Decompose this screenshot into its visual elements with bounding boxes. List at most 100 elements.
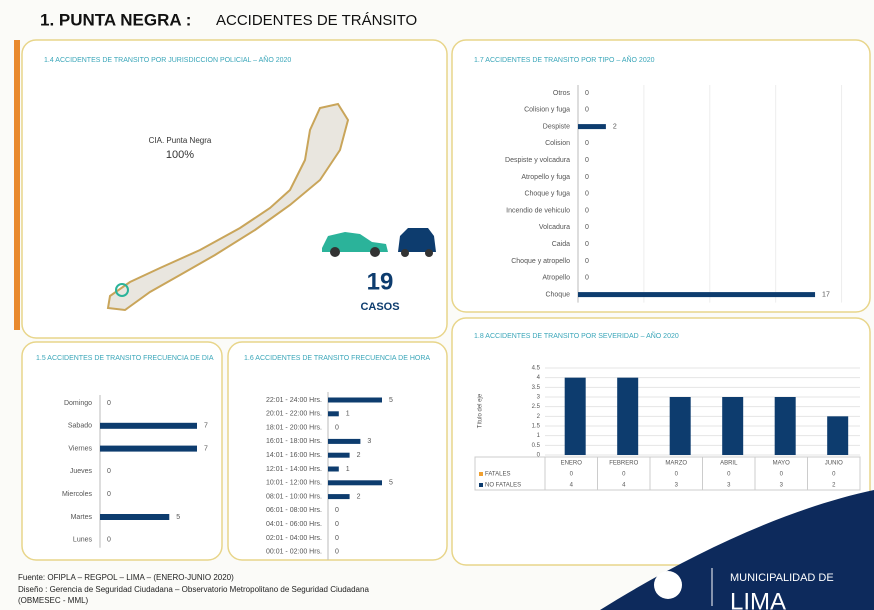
- bar: [100, 422, 197, 429]
- value-label: 7: [204, 445, 208, 452]
- chart-title: 1.5 ACCIDENTES DE TRANSITO FRECUENCIA DE…: [36, 355, 214, 362]
- value-label: 0: [335, 521, 339, 528]
- value-label: 0: [585, 140, 589, 147]
- category-label: Colision y fuga: [524, 107, 570, 114]
- legend-label: NO FATALES: [485, 483, 521, 489]
- y-tick-label: 4.5: [532, 366, 541, 372]
- bar: [328, 452, 350, 458]
- value-label: 0: [335, 424, 339, 431]
- bar: [774, 397, 796, 455]
- value-label: 0: [107, 537, 111, 544]
- category-label: Choque y atropello: [511, 258, 570, 265]
- category-label: Choque: [545, 291, 570, 298]
- category-label: Atropello y fuga: [521, 174, 570, 181]
- value-label: 3: [367, 438, 371, 445]
- y-tick-label: 4: [537, 375, 541, 381]
- category-label: Despiste y volcadura: [505, 157, 570, 164]
- footer-source: Fuente: OFIPLA – REGPOL – LIMA – (ENERO-…: [18, 573, 234, 582]
- legend-swatch: [479, 472, 483, 476]
- table-value: 0: [570, 472, 574, 478]
- table-value: 2: [832, 483, 836, 489]
- value-label: 0: [585, 157, 589, 164]
- bar: [827, 416, 849, 455]
- value-label: 0: [335, 549, 339, 556]
- category-label: 14:01 - 16:00 Hrs.: [266, 452, 322, 459]
- y-axis-label: Título del eje: [478, 393, 484, 428]
- category-label: 20:01 - 22:00 Hrs.: [266, 411, 322, 418]
- chart-title: 1.6 ACCIDENTES DE TRANSITO FRECUENCIA DE…: [244, 355, 430, 362]
- map-marker: [115, 283, 129, 297]
- category-label: Atropello: [542, 275, 570, 282]
- value-label: 0: [335, 535, 339, 542]
- value-label: 0: [585, 107, 589, 114]
- category-label: Caida: [552, 241, 570, 248]
- district-map: [106, 102, 350, 312]
- value-label: 0: [585, 258, 589, 265]
- table-value: 4: [622, 483, 626, 489]
- area-label: CIA. Punta Negra: [149, 136, 212, 145]
- header-title-bold: 1. PUNTA NEGRA :: [40, 10, 191, 29]
- value-label: 1: [346, 466, 350, 473]
- bar: [100, 445, 197, 452]
- bar: [578, 124, 606, 130]
- value-label: 2: [357, 452, 361, 459]
- category-label: 00:01 - 02:00 Hrs.: [266, 549, 322, 556]
- table-value: 0: [675, 472, 679, 478]
- accent-stripe: [14, 40, 20, 330]
- category-label: 06:01 - 08:00 Hrs.: [266, 507, 322, 514]
- category-label: 12:01 - 14:00 Hrs.: [266, 466, 322, 473]
- value-label: 5: [389, 480, 393, 487]
- table-frame: [474, 456, 861, 491]
- table-value: 4: [570, 483, 574, 489]
- category-label: 08:01 - 10:00 Hrs.: [266, 493, 322, 500]
- y-tick-label: 1: [537, 433, 541, 439]
- y-tick-label: 3: [537, 395, 541, 401]
- legend-swatch: [479, 483, 483, 487]
- category-label: Volcadura: [539, 224, 570, 231]
- value-label: 0: [107, 468, 111, 475]
- table-value: 0: [727, 472, 731, 478]
- footer-design: Diseño : Gerencia de Seguridad Ciudadana…: [18, 585, 369, 594]
- x-tick-label: JUNIO: [825, 461, 843, 467]
- category-label: Incendio de vehiculo: [506, 207, 570, 214]
- bar: [328, 480, 382, 486]
- x-tick-label: ABRIL: [720, 461, 738, 467]
- value-label: 0: [107, 491, 111, 498]
- category-label: Viernes: [68, 445, 92, 452]
- value-label: 0: [335, 507, 339, 514]
- bar: [328, 411, 339, 417]
- total-cases-label: CASOS: [360, 301, 399, 313]
- category-label: Despiste: [543, 123, 570, 130]
- x-tick-label: ENERO: [561, 461, 583, 467]
- category-label: 16:01 - 18:00 Hrs.: [266, 438, 322, 445]
- table-value: 0: [832, 472, 836, 478]
- bar: [669, 397, 691, 455]
- category-label: Sabado: [68, 423, 92, 430]
- value-label: 0: [585, 275, 589, 282]
- category-label: Martes: [71, 514, 93, 521]
- value-label: 0: [585, 241, 589, 248]
- category-label: 02:01 - 04:00 Hrs.: [266, 535, 322, 542]
- x-tick-label: MAYO: [773, 461, 791, 467]
- category-label: 22:01 - 24:00 Hrs.: [266, 397, 322, 404]
- bar: [328, 466, 339, 472]
- legend-label: FATALES: [485, 472, 510, 478]
- category-label: Otros: [553, 90, 571, 97]
- table-value: 0: [622, 472, 626, 478]
- logo-text: LIMA: [730, 588, 786, 610]
- value-label: 0: [585, 174, 589, 181]
- type-panel: [451, 39, 871, 313]
- category-label: Miercoles: [62, 491, 92, 498]
- logo-text: MUNICIPALIDAD DE: [730, 572, 834, 584]
- value-label: 0: [585, 224, 589, 231]
- chart-title: 1.8 ACCIDENTES DE TRANSITO POR SEVERIDAD…: [474, 331, 679, 340]
- hour-panel: [227, 341, 448, 561]
- value-label: 0: [585, 207, 589, 214]
- bar: [328, 397, 382, 403]
- map-title: 1.4 ACCIDENTES DE TRANSITO POR JURISDICC…: [44, 55, 291, 64]
- value-label: 17: [822, 291, 830, 298]
- header-title: ACCIDENTES DE TRÁNSITO: [216, 12, 417, 29]
- table-value: 3: [675, 483, 679, 489]
- bar: [722, 397, 744, 455]
